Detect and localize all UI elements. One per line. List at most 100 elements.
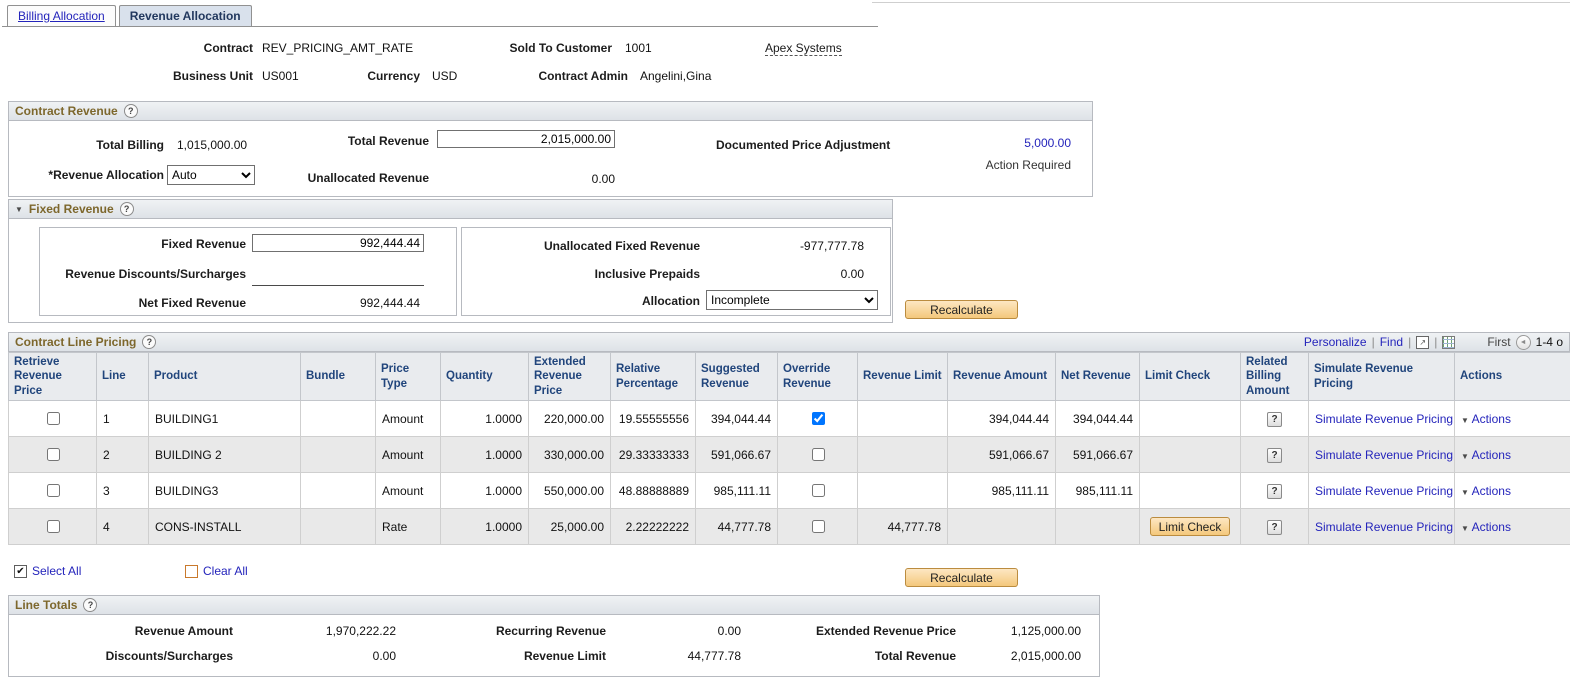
collapse-icon[interactable]: ▼ bbox=[15, 204, 23, 214]
help-icon[interactable]: ? bbox=[83, 598, 98, 612]
net-fixed-revenue-value: 992,444.44 bbox=[359, 296, 420, 310]
net-fixed-revenue-label: Net Fixed Revenue bbox=[138, 296, 246, 310]
fixed-revenue-section: ▼ Fixed Revenue ? Fixed Revenue Revenue … bbox=[8, 199, 893, 323]
cell-product: BUILDING3 bbox=[148, 472, 301, 510]
revenue-amount-label: Revenue Amount bbox=[134, 624, 233, 638]
previous-rows-icon[interactable]: ◄ bbox=[1515, 334, 1531, 350]
retrieve-revenue-price-checkbox[interactable] bbox=[46, 520, 60, 534]
cell-simulate: Simulate Revenue Pricing bbox=[1308, 400, 1455, 438]
cell-net-revenue: 394,044.44 bbox=[1055, 400, 1140, 438]
cell-limit-check: Limit Check bbox=[1139, 508, 1241, 546]
personalize-link[interactable]: Personalize bbox=[1303, 335, 1367, 349]
total-revenue-label: Total Revenue bbox=[874, 649, 956, 663]
col-quantity: Quantity bbox=[440, 351, 529, 402]
cell-extended-price: 25,000.00 bbox=[528, 508, 611, 546]
related-billing-amount-icon[interactable]: ? bbox=[1267, 447, 1282, 463]
fixed-revenue-input[interactable] bbox=[252, 234, 424, 252]
fixed-revenue-right-box: Unallocated Fixed Revenue -977,777.78 In… bbox=[461, 227, 891, 316]
cell-related-billing: ? bbox=[1240, 472, 1309, 510]
tab-billing-allocation-link[interactable]: Billing Allocation bbox=[18, 9, 105, 23]
contract-label: Contract bbox=[203, 41, 253, 55]
override-revenue-checkbox[interactable] bbox=[811, 520, 825, 534]
recurring-revenue-label: Recurring Revenue bbox=[495, 624, 606, 638]
contract-line-pricing-title: Contract Line Pricing bbox=[15, 335, 137, 349]
total-revenue-input[interactable] bbox=[437, 130, 615, 148]
cell-quantity: 1.0000 bbox=[440, 400, 529, 438]
cell-line: 3 bbox=[96, 472, 149, 510]
related-billing-amount-icon[interactable]: ? bbox=[1267, 483, 1282, 499]
total-billing-label: Total Billing bbox=[96, 138, 164, 152]
currency-value: USD bbox=[432, 69, 458, 83]
revenue-amount-value: 1,970,222.22 bbox=[325, 624, 396, 638]
actions-caret-icon: ▼ bbox=[1461, 523, 1469, 533]
cell-revenue-amount: 985,111.11 bbox=[947, 472, 1056, 510]
simulate-revenue-pricing-link[interactable]: Simulate Revenue Pricing bbox=[1315, 447, 1454, 462]
col-net-revenue: Net Revenue bbox=[1055, 351, 1140, 402]
find-link[interactable]: Find bbox=[1379, 335, 1404, 349]
override-revenue-checkbox[interactable] bbox=[811, 412, 825, 426]
cell-product: BUILDING1 bbox=[148, 400, 301, 438]
allocation-select[interactable]: Incomplete bbox=[706, 290, 878, 310]
cell-net-revenue: 591,066.67 bbox=[1055, 436, 1140, 474]
col-bundle: Bundle bbox=[300, 351, 376, 402]
recalculate-button-grid[interactable]: Recalculate bbox=[905, 568, 1018, 587]
simulate-revenue-pricing-link[interactable]: Simulate Revenue Pricing bbox=[1315, 483, 1454, 498]
actions-link[interactable]: Actions bbox=[1471, 519, 1511, 534]
related-billing-amount-icon[interactable]: ? bbox=[1267, 411, 1282, 427]
download-spreadsheet-icon[interactable] bbox=[1442, 335, 1456, 349]
retrieve-revenue-price-checkbox[interactable] bbox=[46, 412, 60, 426]
popup-grid-icon[interactable]: ↗ bbox=[1416, 335, 1430, 349]
retrieve-revenue-price-checkbox[interactable] bbox=[46, 448, 60, 462]
documented-price-adjustment-link[interactable]: 5,000.00 bbox=[1024, 136, 1071, 150]
simulate-revenue-pricing-link[interactable]: Simulate Revenue Pricing bbox=[1315, 411, 1454, 426]
contract-revenue-body: Total Billing 1,015,000.00 Total Revenue… bbox=[8, 121, 1093, 197]
help-icon[interactable]: ? bbox=[142, 335, 157, 349]
cell-revenue-limit bbox=[857, 436, 948, 474]
recalculate-button-fixed[interactable]: Recalculate bbox=[905, 300, 1018, 319]
documented-price-adjustment-label: Documented Price Adjustment bbox=[716, 138, 891, 152]
recurring-revenue-value: 0.00 bbox=[717, 624, 741, 638]
col-revenue-amount: Revenue Amount bbox=[947, 351, 1056, 402]
actions-link[interactable]: Actions bbox=[1471, 483, 1511, 498]
help-icon[interactable]: ? bbox=[123, 104, 138, 118]
cell-extended-price: 330,000.00 bbox=[528, 436, 611, 474]
actions-caret-icon: ▼ bbox=[1461, 415, 1469, 425]
simulate-revenue-pricing-link[interactable]: Simulate Revenue Pricing bbox=[1315, 519, 1454, 534]
cell-suggested: 394,044.44 bbox=[695, 400, 778, 438]
cell-retrieve bbox=[8, 472, 97, 510]
select-all-link[interactable]: Select All bbox=[32, 564, 82, 578]
cell-actions: ▼ Actions bbox=[1454, 472, 1570, 510]
limit-check-button[interactable]: Limit Check bbox=[1149, 517, 1231, 537]
line-row: 3 BUILDING3 Amount 1.0000 550,000.00 48.… bbox=[8, 472, 1570, 510]
col-line: Line bbox=[96, 351, 149, 402]
unallocated-fixed-revenue-value: -977,777.78 bbox=[799, 239, 864, 253]
actions-link[interactable]: Actions bbox=[1471, 447, 1511, 462]
clear-all-checkbox-icon[interactable] bbox=[185, 564, 198, 578]
col-override-revenue: Override Revenue bbox=[777, 351, 858, 402]
override-revenue-checkbox[interactable] bbox=[811, 448, 825, 462]
tab-revenue-allocation[interactable]: Revenue Allocation bbox=[118, 5, 252, 26]
cell-price-type: Rate bbox=[375, 508, 441, 546]
cell-bundle bbox=[300, 508, 376, 546]
contract-value: REV_PRICING_AMT_RATE bbox=[262, 41, 414, 55]
cell-override bbox=[777, 472, 858, 510]
cell-revenue-amount bbox=[947, 508, 1056, 546]
retrieve-revenue-price-checkbox[interactable] bbox=[46, 484, 60, 498]
actions-link[interactable]: Actions bbox=[1471, 411, 1511, 426]
clear-all-link[interactable]: Clear All bbox=[203, 564, 248, 578]
currency-label: Currency bbox=[367, 69, 420, 83]
contract-admin-label: Contract Admin bbox=[538, 69, 628, 83]
cell-revenue-limit: 44,777.78 bbox=[857, 508, 948, 546]
override-revenue-checkbox[interactable] bbox=[811, 484, 825, 498]
cell-extended-price: 220,000.00 bbox=[528, 400, 611, 438]
tab-billing-allocation[interactable]: Billing Allocation bbox=[7, 5, 116, 26]
help-icon[interactable]: ? bbox=[119, 202, 134, 216]
customer-name-link[interactable]: Apex Systems bbox=[765, 41, 842, 56]
related-billing-amount-icon[interactable]: ? bbox=[1267, 519, 1282, 535]
total-billing-value: 1,015,000.00 bbox=[177, 138, 248, 152]
select-all-checkbox-icon[interactable]: ✔ bbox=[14, 564, 27, 578]
cell-product: CONS-INSTALL bbox=[148, 508, 301, 546]
revenue-allocation-select[interactable]: Auto bbox=[167, 165, 255, 185]
cell-retrieve bbox=[8, 436, 97, 474]
cell-bundle bbox=[300, 436, 376, 474]
